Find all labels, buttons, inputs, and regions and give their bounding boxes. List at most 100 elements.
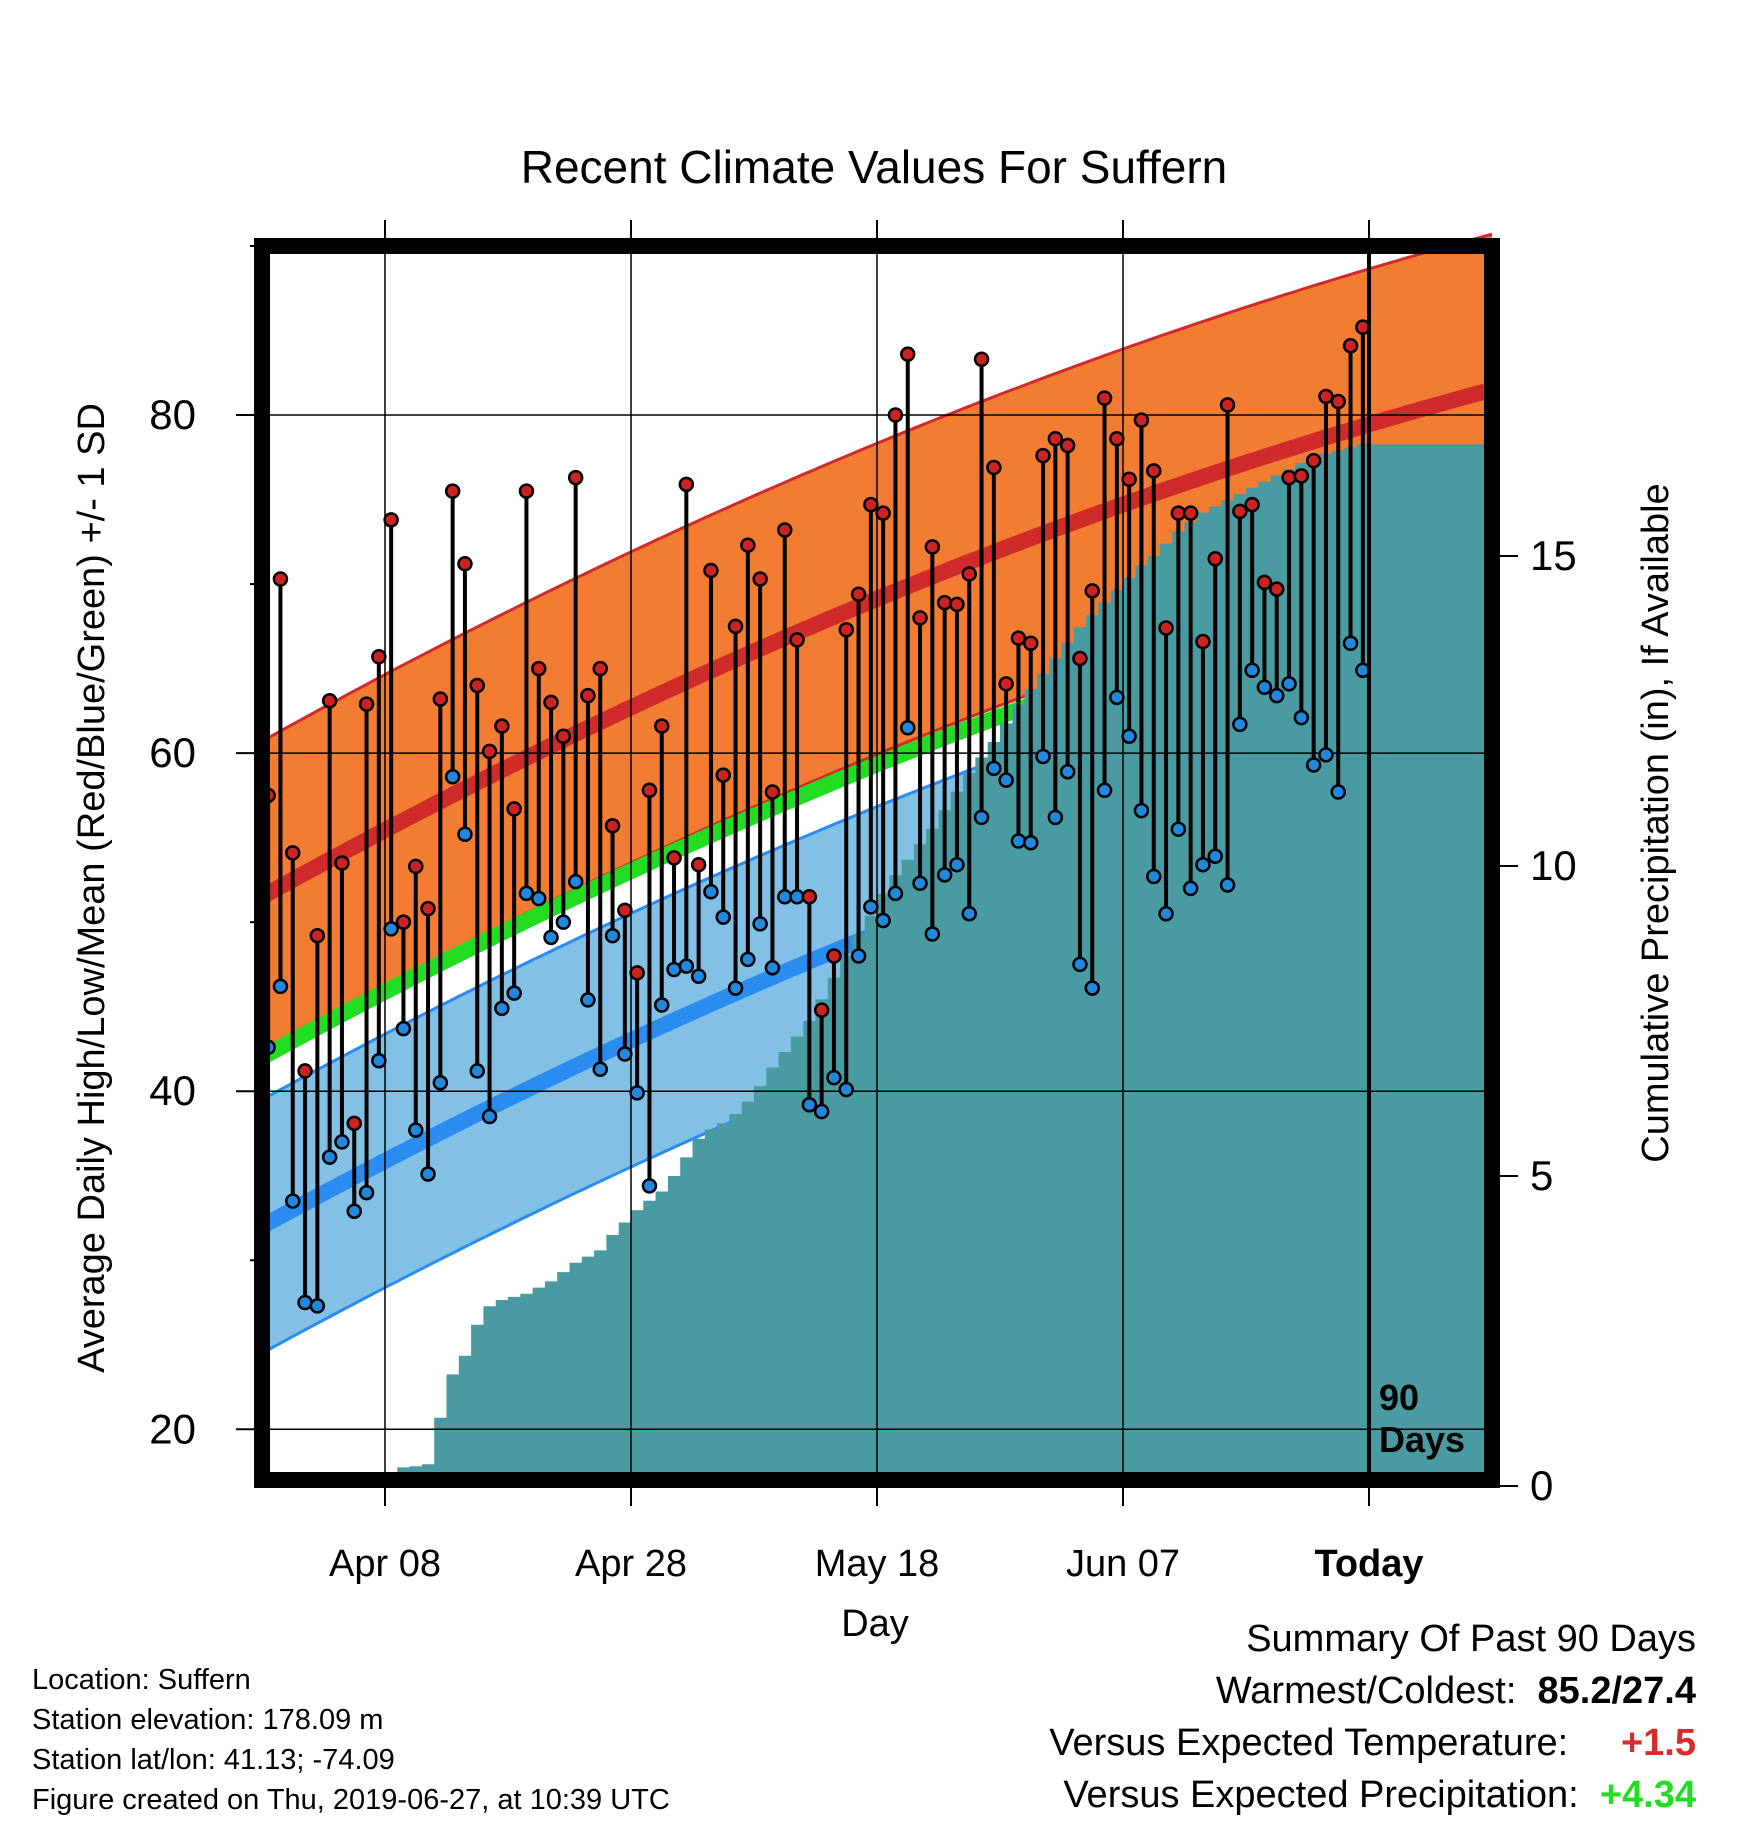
high-point-42 xyxy=(777,522,793,538)
low-point-26 xyxy=(580,992,596,1008)
low-point-1 xyxy=(272,978,289,995)
high-point-1 xyxy=(272,571,289,587)
high-point-44 xyxy=(801,889,818,905)
low-point-78 xyxy=(1219,877,1236,893)
low-point-83 xyxy=(1281,676,1297,692)
low-point-16 xyxy=(457,826,473,843)
high-point-85 xyxy=(1305,452,1322,469)
low-point-52 xyxy=(900,720,916,736)
high-point-27 xyxy=(592,660,608,677)
high-point-54 xyxy=(924,539,941,555)
low-point-73 xyxy=(1158,905,1174,922)
high-point-73 xyxy=(1158,620,1174,636)
high-point-17 xyxy=(469,677,485,694)
high-point-23 xyxy=(543,694,559,711)
low-point-68 xyxy=(1096,782,1113,799)
high-point-38 xyxy=(727,618,744,635)
high-point-59 xyxy=(986,459,1002,476)
high-point-13 xyxy=(420,900,436,917)
today-label-line2: Days xyxy=(1379,1419,1465,1460)
high-point-69 xyxy=(1109,430,1125,447)
low-point-25 xyxy=(567,873,584,890)
grid-lines xyxy=(262,246,1492,1480)
high-point-18 xyxy=(481,743,498,760)
high-point-4 xyxy=(309,927,326,944)
low-point-31 xyxy=(641,1178,658,1194)
low-point-4 xyxy=(309,1298,326,1314)
low-point-12 xyxy=(408,1122,424,1138)
low-point-9 xyxy=(371,1053,387,1069)
summary-heading: Summary Of Past 90 Days xyxy=(1246,1618,1696,1660)
low-point-17 xyxy=(469,1063,485,1079)
low-point-61 xyxy=(1010,833,1027,849)
high-point-26 xyxy=(580,687,596,704)
low-point-79 xyxy=(1232,716,1248,733)
low-point-53 xyxy=(912,875,928,892)
high-point-64 xyxy=(1047,430,1064,447)
low-point-13 xyxy=(420,1166,436,1182)
high-point-2 xyxy=(285,845,301,861)
low-point-88 xyxy=(1342,635,1359,651)
high-point-20 xyxy=(506,801,522,817)
high-point-3 xyxy=(297,1063,313,1079)
high-point-50 xyxy=(875,505,891,521)
high-point-52 xyxy=(900,346,916,362)
high-point-40 xyxy=(752,571,768,587)
high-point-46 xyxy=(826,948,842,964)
low-point-33 xyxy=(666,961,682,978)
high-point-19 xyxy=(494,718,510,734)
low-point-65 xyxy=(1059,763,1076,780)
low-point-36 xyxy=(703,883,719,900)
low-point-45 xyxy=(813,1103,830,1120)
daily-points xyxy=(260,319,1371,1314)
low-point-87 xyxy=(1330,784,1346,800)
high-point-78 xyxy=(1219,397,1236,413)
low-point-71 xyxy=(1133,802,1150,819)
high-point-75 xyxy=(1182,505,1199,521)
high-point-32 xyxy=(654,718,670,734)
precip-value: +4.34 xyxy=(1599,1774,1696,1816)
low-point-50 xyxy=(875,912,891,929)
low-point-62 xyxy=(1023,834,1039,851)
low-point-18 xyxy=(481,1108,498,1125)
high-point-31 xyxy=(641,782,658,799)
high-point-33 xyxy=(666,850,682,866)
high-point-67 xyxy=(1084,583,1100,599)
low-point-74 xyxy=(1170,821,1187,837)
high-point-55 xyxy=(936,594,953,611)
y2-tick-label-0: 0 xyxy=(1530,1462,1553,1509)
low-point-3 xyxy=(297,1294,313,1311)
low-point-75 xyxy=(1182,880,1199,897)
low-point-35 xyxy=(690,968,707,985)
low-point-67 xyxy=(1084,980,1100,996)
x-axis-label: Day xyxy=(841,1603,909,1645)
low-point-66 xyxy=(1072,956,1088,973)
axis-labels: Apr 08 Apr 28 May 18 Jun 07 Today 20 40 60 80 0 5 1… xyxy=(71,391,1677,1645)
station-location: Location: Suffern xyxy=(32,1664,251,1696)
temp-label: Versus Expected Temperature: xyxy=(1049,1722,1569,1764)
high-point-48 xyxy=(850,586,867,602)
high-point-58 xyxy=(973,351,990,368)
low-point-84 xyxy=(1293,709,1310,726)
high-point-45 xyxy=(813,1002,830,1018)
low-point-85 xyxy=(1305,757,1322,773)
high-point-47 xyxy=(838,621,854,638)
high-point-29 xyxy=(617,902,633,919)
low-point-82 xyxy=(1269,687,1285,704)
plot-frame xyxy=(236,220,1518,1506)
high-point-82 xyxy=(1269,581,1285,597)
low-point-15 xyxy=(444,769,461,785)
low-point-72 xyxy=(1146,868,1162,885)
low-point-28 xyxy=(604,927,621,944)
high-point-84 xyxy=(1293,468,1310,484)
low-point-44 xyxy=(801,1096,818,1113)
summary-warmest-coldest: Warmest/Coldest: 85.2/27.4 xyxy=(1216,1670,1696,1713)
low-point-56 xyxy=(949,856,965,873)
high-point-77 xyxy=(1207,550,1223,567)
low-point-47 xyxy=(838,1081,854,1098)
figure-created: Figure created on Thu, 2019-06-27, at 10… xyxy=(32,1784,670,1816)
high-point-15 xyxy=(444,483,461,499)
high-point-7 xyxy=(346,1115,362,1132)
low-point-30 xyxy=(629,1085,645,1101)
y-tick-label-3: 80 xyxy=(149,391,196,438)
